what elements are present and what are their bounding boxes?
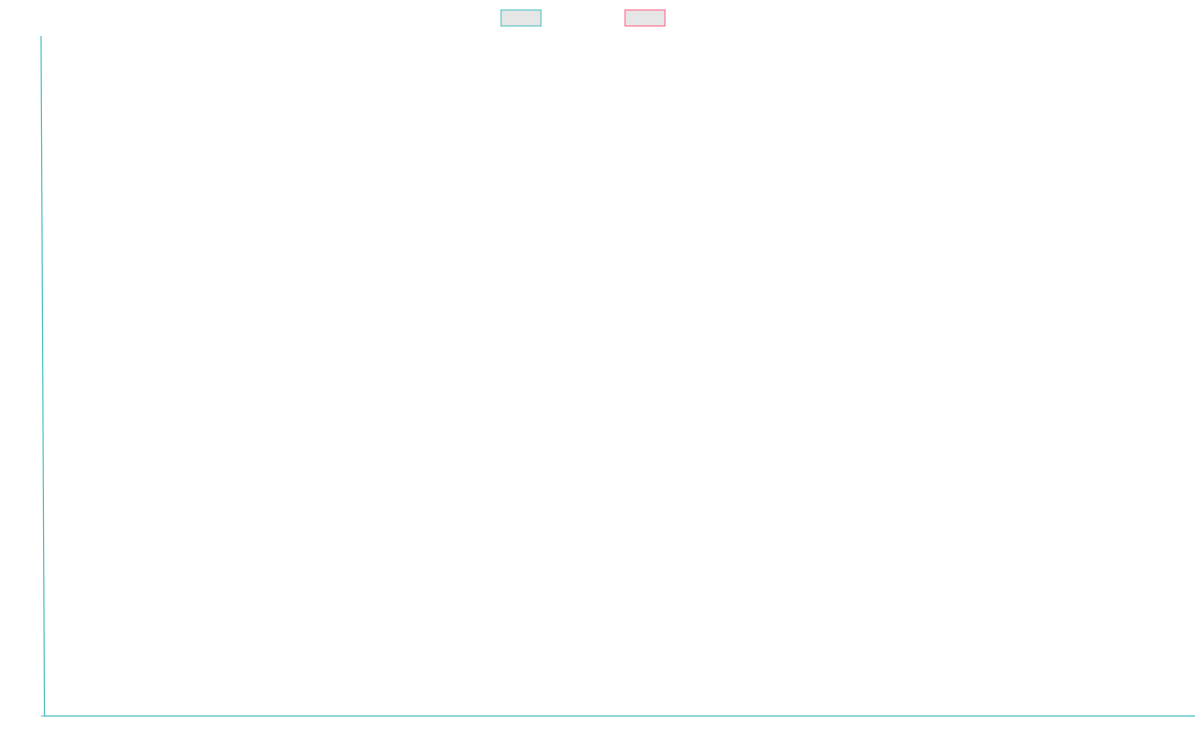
- legend-item-2: [624, 9, 666, 27]
- legend: [500, 9, 666, 27]
- legend-swatch-1: [500, 9, 542, 27]
- plot-area: [40, 35, 1195, 717]
- series-line-1: [40, 35, 1195, 717]
- legend-swatch-2: [624, 9, 666, 27]
- legend-item-1: [500, 9, 542, 27]
